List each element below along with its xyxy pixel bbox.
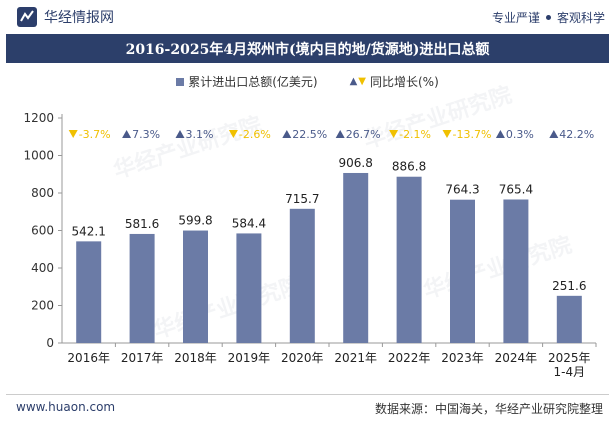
growth-label: 42.2%: [559, 128, 594, 141]
bar: [76, 241, 102, 343]
x-tick-label: 2024年: [495, 351, 538, 365]
x-tick-label: 2019年: [228, 351, 271, 365]
growth-down-triangle-icon: [389, 130, 399, 138]
x-tick-label: 2017年: [121, 351, 164, 365]
legend-bar-swatch-icon: [176, 77, 185, 86]
growth-label: 26.7%: [346, 128, 381, 141]
bar: [450, 199, 475, 343]
y-tick-label: 0: [46, 336, 54, 350]
growth-up-triangle-icon: [495, 130, 505, 138]
tag-professional: 专业严谨: [491, 10, 540, 25]
bar-value-label: 584.4: [232, 216, 266, 230]
growth-label: 0.3%: [506, 128, 534, 141]
brand-name: 华经情报网: [44, 10, 114, 26]
bar: [289, 208, 315, 343]
legend-label-growth: 同比增长(%): [370, 75, 439, 89]
footer-divider: [6, 394, 609, 395]
bar-value-label: 765.4: [499, 182, 533, 196]
footer-source: 数据来源：中国海关，华经产业研究院整理: [374, 402, 603, 416]
bar: [183, 230, 208, 343]
x-tick-label: 2021年: [334, 351, 377, 365]
growth-label: -2.6%: [239, 128, 271, 141]
growth-down-triangle-icon: [442, 130, 452, 138]
growth-label: -2.1%: [399, 128, 431, 141]
bar-value-label: 251.6: [552, 279, 586, 293]
growth-up-triangle-icon: [549, 130, 559, 138]
separator-dot-icon: [545, 14, 551, 20]
x-tick-label: 2020年: [281, 351, 324, 365]
bar-value-label: 542.1: [72, 224, 106, 238]
legend-label-total: 累计进出口总额(亿美元): [188, 75, 318, 89]
growth-label: -3.7%: [79, 128, 111, 141]
bar-value-label: 906.8: [339, 156, 373, 170]
x-tick-label: 2025年: [548, 351, 591, 365]
legend-triangle-up-icon: ▲: [349, 76, 358, 87]
growth-label: 7.3%: [132, 128, 160, 141]
top-bar: 华经情报网 专业严谨 客观科学: [0, 0, 615, 34]
growth-up-triangle-icon: [282, 130, 292, 138]
legend-triangle-down-icon: ▼: [358, 76, 366, 87]
legend-item-growth: ▲ ▼ 同比增长(%): [350, 73, 439, 90]
bar: [396, 176, 422, 343]
brand: 华经情报网: [16, 6, 114, 28]
y-tick-label: 400: [31, 261, 54, 275]
bar: [343, 172, 369, 343]
x-tick-label: 2018年: [174, 351, 217, 365]
growth-up-triangle-icon: [122, 130, 132, 138]
x-tick-label: 1-4月: [553, 365, 585, 379]
bar: [556, 295, 582, 343]
footer-website: www.huaon.com: [16, 400, 116, 414]
brand-logo-icon: [17, 7, 37, 27]
growth-down-triangle-icon: [68, 130, 78, 138]
bar: [129, 233, 155, 343]
bar-value-label: 715.7: [285, 192, 319, 206]
bar: [236, 233, 262, 343]
growth-up-triangle-icon: [175, 130, 185, 138]
legend-item-total: 累计进出口总额(亿美元): [176, 73, 318, 90]
bar-value-label: 886.8: [392, 160, 426, 174]
growth-label: -13.7%: [453, 128, 492, 141]
y-tick-label: 1000: [23, 149, 54, 163]
y-tick-label: 1200: [23, 111, 54, 125]
growth-down-triangle-icon: [228, 130, 238, 138]
legend: 累计进出口总额(亿美元) ▲ ▼ 同比增长(%): [0, 73, 615, 90]
y-tick-label: 600: [31, 224, 54, 238]
chart-title: 2016-2025年4月郑州市(境内目的地/货源地)进出口总额: [125, 41, 490, 58]
bar-value-label: 599.8: [178, 214, 212, 228]
bar-value-label: 764.3: [445, 183, 479, 197]
x-tick-label: 2022年: [388, 351, 431, 365]
growth-label: 22.5%: [292, 128, 327, 141]
x-tick-label: 2023年: [441, 351, 484, 365]
y-tick-label: 800: [31, 186, 54, 200]
chart-plot: 0 200 400 600 800 1000 1200 542.1 2016年 -3.7% 581.…: [23, 111, 597, 379]
title-bar: 2016-2025年4月郑州市(境内目的地/货源地)进出口总额: [6, 34, 609, 63]
tag-objective: 客观科学: [556, 10, 605, 25]
bar-value-label: 581.6: [125, 217, 159, 231]
growth-label: 3.1%: [186, 128, 214, 141]
top-tags: 专业严谨 客观科学: [492, 9, 605, 26]
growth-up-triangle-icon: [335, 130, 345, 138]
x-tick-label: 2016年: [67, 351, 110, 365]
y-tick-label: 200: [31, 299, 54, 313]
bar: [503, 199, 529, 343]
